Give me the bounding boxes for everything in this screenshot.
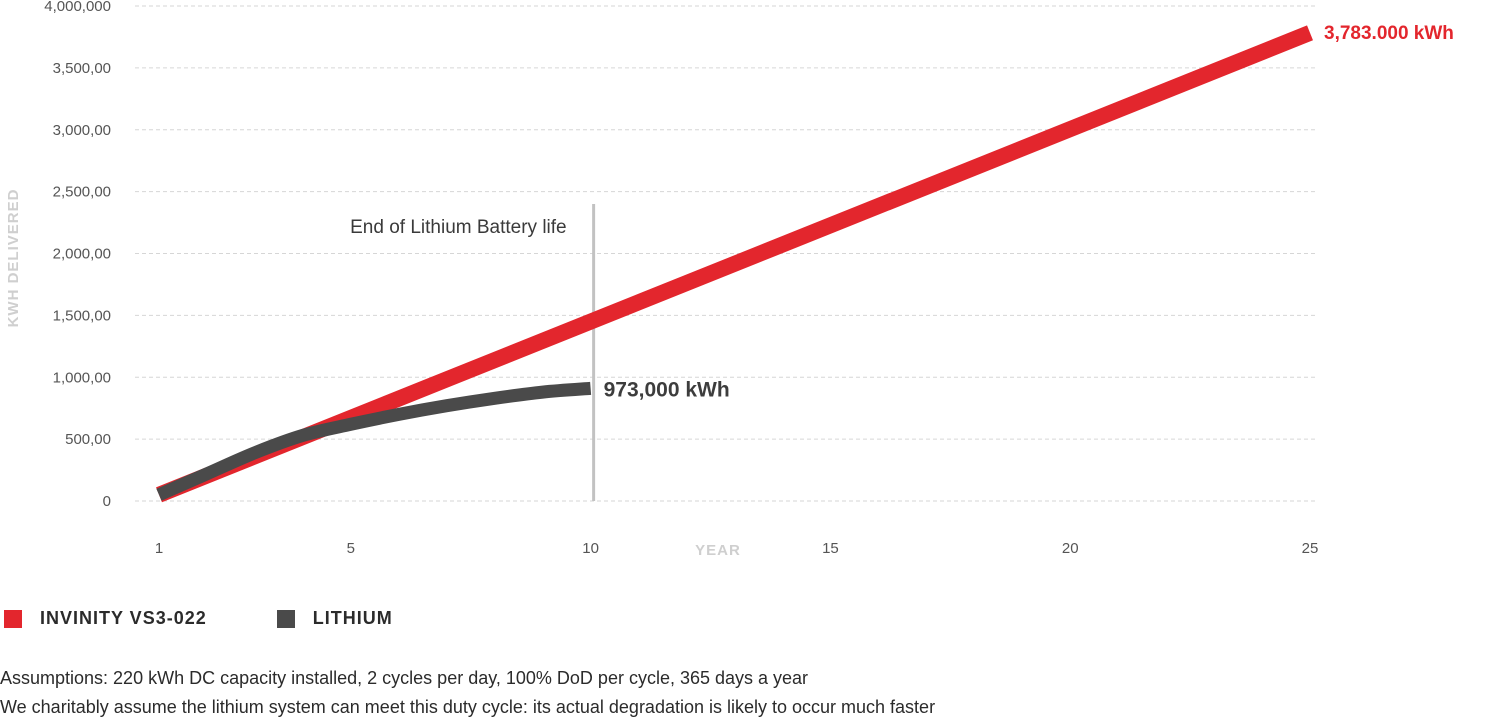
assumption-notes: Assumptions: 220 kWh DC capacity install…: [0, 664, 935, 722]
annotation-label-0: End of Lithium Battery life: [350, 217, 567, 238]
legend-label-invinity: INVINITY VS3-022: [40, 608, 207, 628]
y-tick-label-8: 4,000,000: [44, 0, 111, 15]
legend: INVINITY VS3-022 LITHIUM: [4, 608, 463, 629]
annotation-layer: End of Lithium Battery life: [350, 204, 596, 501]
end-label-invinity: 3,783.000 kWh: [1324, 23, 1454, 44]
y-tick-label-6: 3,000,00: [53, 122, 111, 139]
legend-label-lithium: LITHIUM: [312, 608, 393, 628]
legend-swatch-lithium: [276, 609, 295, 628]
legend-item-lithium: LITHIUM: [276, 608, 393, 629]
x-tick-label-1: 5: [347, 540, 355, 557]
x-tick-label-0: 1: [155, 540, 163, 557]
x-tick-label-5: 25: [1302, 540, 1319, 557]
assumption-note-line-1: Assumptions: 220 kWh DC capacity install…: [0, 668, 809, 688]
y-tick-label-3: 1,500,00: [53, 307, 111, 324]
x-tick-label-4: 20: [1062, 540, 1079, 557]
legend-swatch-invinity: [4, 609, 22, 628]
legend-item-invinity: INVINITY VS3-022: [4, 608, 207, 629]
series-line-lithium: [156, 381, 592, 501]
x-axis-tick-labels: 1 5 10 15 20 25: [155, 540, 1319, 557]
y-tick-label-5: 2,500,00: [53, 184, 111, 201]
grid-lines: [135, 5, 1315, 502]
y-axis-title: KWH DELIVERED: [5, 189, 22, 328]
x-tick-label-3: 15: [822, 540, 839, 557]
y-tick-label-0: 0: [103, 493, 111, 510]
y-tick-label-1: 500,00: [65, 431, 111, 448]
y-tick-label-2: 1,000,00: [53, 369, 111, 386]
y-axis-tick-labels: 0 500,00 1,000,00 1,500,00 2,000,00 2,500,00 3…: [44, 0, 111, 510]
end-label-lithium: 973,000 kWh: [604, 378, 730, 401]
x-axis-title: YEAR: [695, 542, 741, 559]
x-tick-label-2: 10: [582, 540, 599, 557]
series-end-labels: 3,783.000 kWh 973,000 kWh: [604, 23, 1454, 402]
kwh-delivered-chart: 0 500,00 1,000,00 1,500,00 2,000,00 2,500,00 3…: [5, 0, 1454, 559]
y-tick-label-4: 2,000,00: [53, 246, 111, 263]
series-layer: [156, 25, 1313, 503]
y-tick-label-7: 3,500,00: [53, 60, 111, 77]
assumption-note-line-2: We charitably assume the lithium system …: [0, 697, 936, 717]
